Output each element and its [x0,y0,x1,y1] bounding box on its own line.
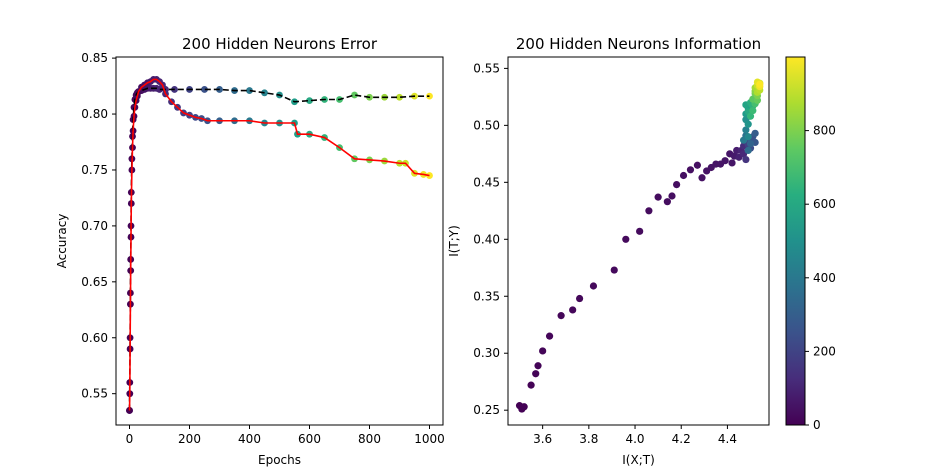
error-ytick-label: 0.60 [81,331,108,345]
information-point [545,332,554,340]
error-chart-frame [115,56,444,426]
information-ytick-label: 0.50 [473,118,500,132]
information-point [645,207,653,215]
information-point [679,171,688,180]
information-ytick-label: 0.40 [473,232,500,246]
colorbar-tick-label: 800 [813,124,836,138]
information-point [520,403,528,411]
information-chart-title: 200 Hidden Neurons Information [516,35,761,53]
error-chart-xticks: 0 200 400 600 800 1000 [126,425,445,446]
information-point [728,159,736,167]
error-series-0-markers [126,84,433,414]
error-point [246,87,253,94]
information-chart-xticks: 3.6 3.8 4.0 4.2 4.4 [533,425,737,446]
information-point [532,370,540,378]
information-point [686,166,695,174]
colorbar-tick-label: 200 [813,344,836,358]
error-xtick-label: 400 [238,432,261,446]
information-chart-ylabel: I(T;Y) [447,225,461,257]
information-point [721,157,729,165]
information-ytick-label: 0.30 [473,346,500,360]
information-point [654,193,662,201]
error-xtick-label: 0 [126,432,134,446]
colorbar-tick-label: 0 [813,418,821,432]
information-point [527,381,535,389]
error-chart-title: 200 Hidden Neurons Error [182,35,378,53]
information-point [539,347,547,355]
error-chart-ylabel: Accuracy [55,214,69,269]
error-series-1-line [128,78,430,411]
information-point [746,139,755,148]
error-chart-marks [126,75,433,414]
information-xtick-label: 3.6 [533,432,552,446]
colorbar-gradient [785,56,806,426]
colorbar-tick-label: 600 [813,197,836,211]
information-point [569,306,577,314]
information-point [756,80,764,88]
error-chart: 200 Hidden Neurons Error 0 200 400 600 800 10… [55,35,445,467]
error-point [351,91,358,99]
information-chart-yticks: 0.25 0.30 0.35 0.40 0.45 0.50 0.55 [473,61,508,417]
information-ytick-label: 0.55 [473,61,500,75]
information-chart-xlabel: I(X;T) [622,453,655,467]
information-xtick-label: 4.4 [718,432,737,446]
information-point [751,129,759,137]
information-point [742,155,750,164]
colorbar: 0 200 400 600 800 [785,56,836,432]
error-point [201,86,208,93]
information-ytick-label: 0.45 [473,175,500,189]
error-point [396,93,403,101]
error-ytick-label: 0.80 [81,107,108,121]
information-point [673,181,681,189]
error-point [306,97,313,105]
information-point [742,126,750,134]
error-series-0-line [128,87,430,411]
error-ytick-label: 0.75 [81,163,108,177]
information-point [744,146,752,155]
information-point [668,192,676,200]
information-point [534,362,542,370]
information-chart: 200 Hidden Neurons Information 3.6 3.8 4.0… [447,35,770,467]
information-point [693,161,701,169]
information-point [622,235,630,243]
error-chart-yticks: 0.55 0.60 0.65 0.70 0.75 0.80 0.85 [81,51,116,401]
error-xtick-label: 200 [178,432,201,446]
information-xtick-label: 3.8 [579,432,598,446]
information-point [744,133,752,141]
information-point [663,198,671,206]
error-chart-xlabel: Epochs [258,453,301,467]
information-point [636,227,644,235]
error-ytick-label: 0.85 [81,51,108,65]
error-xtick-label: 600 [298,432,321,446]
error-ytick-label: 0.65 [81,275,108,289]
information-point [557,312,565,320]
error-ytick-label: 0.70 [81,219,108,233]
information-point [576,294,584,303]
information-point [746,112,755,120]
error-point [426,172,433,179]
information-chart-marks [515,78,764,413]
information-xtick-label: 4.0 [625,432,644,446]
information-chart-frame [507,56,770,426]
colorbar-tick-label: 400 [813,271,836,285]
colorbar-ticks: 0 200 400 600 800 [805,124,836,432]
information-point [589,282,598,290]
information-point [744,120,752,128]
information-point [610,266,618,274]
error-ytick-label: 0.55 [81,387,108,401]
information-xtick-label: 4.2 [672,432,691,446]
error-xtick-label: 1000 [414,432,445,446]
error-xtick-label: 800 [358,432,381,446]
information-ytick-label: 0.35 [473,289,500,303]
error-series-1-markers [126,75,433,414]
information-point [698,174,706,182]
information-ytick-label: 0.25 [473,403,500,417]
information-point [749,106,757,115]
